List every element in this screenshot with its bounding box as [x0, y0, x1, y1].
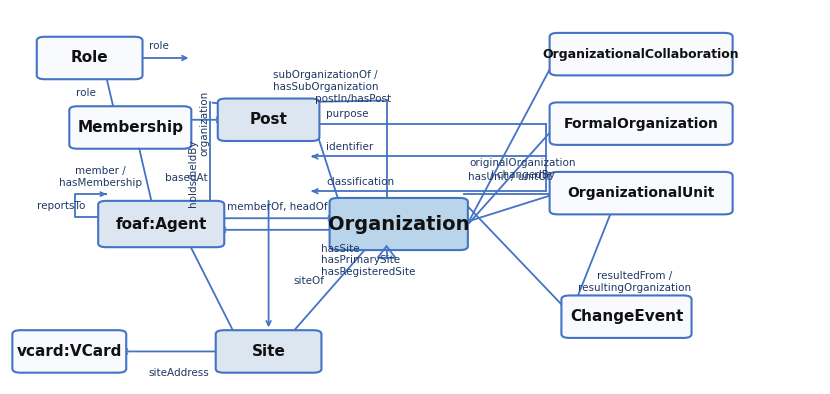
Text: vcard:VCard: vcard:VCard — [17, 344, 122, 359]
Text: hasUnit / unitOf: hasUnit / unitOf — [467, 172, 549, 182]
Text: FormalOrganization: FormalOrganization — [564, 117, 719, 131]
Text: ChangeEvent: ChangeEvent — [570, 309, 683, 324]
Text: Post: Post — [250, 112, 287, 127]
FancyBboxPatch shape — [217, 98, 320, 141]
Text: originalOrganization
/ changedBy: originalOrganization / changedBy — [470, 158, 576, 180]
FancyBboxPatch shape — [216, 330, 321, 373]
Text: member /
hasMembership: member / hasMembership — [59, 166, 142, 188]
Text: Membership: Membership — [77, 120, 183, 135]
Text: classification: classification — [326, 177, 394, 186]
Text: postIn/hasPost: postIn/hasPost — [315, 93, 392, 104]
Text: identifier: identifier — [326, 142, 374, 152]
Text: Role: Role — [71, 50, 109, 65]
FancyBboxPatch shape — [549, 33, 733, 75]
FancyBboxPatch shape — [98, 201, 224, 247]
Text: basedAt: basedAt — [165, 173, 208, 183]
Text: siteAddress: siteAddress — [149, 368, 209, 378]
Text: hasSite
hasPrimarySite
hasRegisteredSite: hasSite hasPrimarySite hasRegisteredSite — [321, 243, 416, 277]
FancyBboxPatch shape — [549, 172, 733, 214]
FancyBboxPatch shape — [70, 106, 191, 149]
Text: foaf:Agent: foaf:Agent — [115, 217, 207, 232]
Text: subOrganizationOf /
hasSubOrganization: subOrganizationOf / hasSubOrganization — [273, 71, 378, 92]
FancyBboxPatch shape — [330, 198, 468, 250]
FancyBboxPatch shape — [37, 37, 143, 79]
Text: Organization: Organization — [328, 214, 470, 234]
Text: resultedFrom /
resultingOrganization: resultedFrom / resultingOrganization — [578, 271, 691, 293]
Text: OrganizationalCollaboration: OrganizationalCollaboration — [543, 48, 740, 61]
FancyBboxPatch shape — [549, 102, 733, 145]
Text: role: role — [149, 41, 168, 51]
Text: memberOf, headOf: memberOf, headOf — [227, 203, 327, 212]
Text: role: role — [76, 88, 95, 98]
Text: purpose: purpose — [326, 109, 369, 119]
Text: reportsTo: reportsTo — [37, 201, 85, 211]
FancyBboxPatch shape — [12, 330, 126, 373]
Text: holds/heldBy: holds/heldBy — [188, 139, 198, 206]
Text: siteOf: siteOf — [293, 277, 324, 286]
Text: OrganizationalUnit: OrganizationalUnit — [568, 186, 715, 200]
Text: organization: organization — [199, 91, 209, 156]
FancyBboxPatch shape — [561, 296, 691, 338]
Text: Site: Site — [251, 344, 286, 359]
